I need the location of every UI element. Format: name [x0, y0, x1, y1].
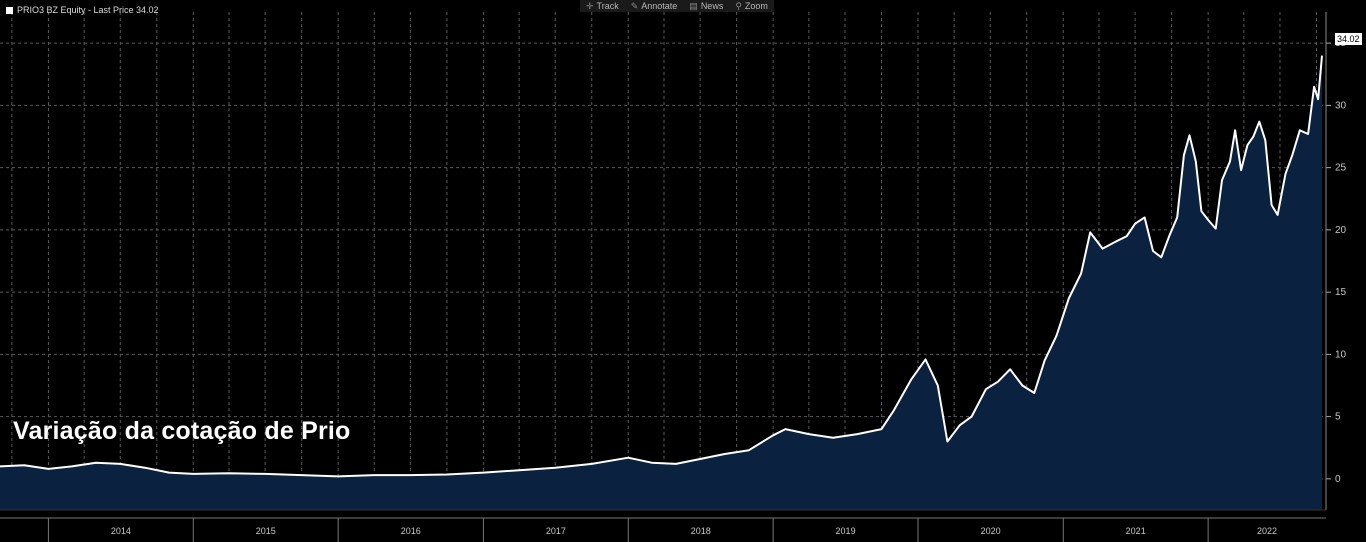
news-button[interactable]: ▤ News — [683, 0, 729, 12]
newspaper-icon: ▤ — [689, 0, 698, 11]
y-tick-label: 25 — [1335, 163, 1347, 174]
x-tick-label: 2020 — [981, 526, 1001, 536]
x-tick-label: 2014 — [111, 526, 131, 536]
annotate-label: Annotate — [641, 1, 678, 11]
y-tick-label: 0 — [1335, 474, 1341, 485]
x-tick-label: 2021 — [1126, 526, 1146, 536]
zoom-button[interactable]: ⚲ Zoom — [729, 0, 774, 12]
y-tick-label: 30 — [1335, 100, 1347, 111]
legend-swatch — [6, 6, 13, 14]
x-tick-label: 2017 — [546, 526, 566, 536]
last-price-marker: 34.02 — [1335, 33, 1362, 45]
x-tick-label: 2018 — [691, 526, 711, 536]
x-tick-label: 2015 — [256, 526, 276, 536]
crosshair-icon: ✛ — [586, 0, 594, 11]
price-area-fill — [0, 55, 1322, 510]
price-line — [0, 55, 1323, 478]
x-axis: 2014 2015 2016 2017 2018 2019 2020 2021 2022 — [0, 509, 1326, 542]
zoom-label: Zoom — [744, 1, 768, 11]
y-tick-label: 10 — [1335, 349, 1347, 360]
x-tick-label: 2019 — [836, 526, 856, 536]
pencil-icon: ✎ — [630, 0, 639, 11]
news-label: News — [700, 1, 724, 11]
magnifier-icon: ⚲ — [735, 0, 742, 11]
x-tick-label: 2022 — [1257, 526, 1277, 536]
legend-label: PRIO3 BZ Equity - Last Price 34.02 — [17, 5, 159, 15]
y-tick-label: 15 — [1335, 287, 1347, 298]
y-tick-label: 5 — [1335, 412, 1341, 423]
y-tick-label: 20 — [1335, 225, 1347, 236]
track-label: Track — [596, 1, 619, 11]
series-legend: PRIO3 BZ Equity - Last Price 34.02 — [6, 5, 159, 15]
x-tick-label: 2016 — [401, 526, 421, 536]
track-button[interactable]: ✛ Track — [580, 0, 625, 12]
chart-caption: Variação da cotação de Prio — [13, 417, 351, 445]
chart-toolbar: ✛ Track ✎ Annotate ▤ News ⚲ Zoom — [580, 0, 774, 12]
annotate-button[interactable]: ✎ Annotate — [625, 0, 684, 12]
